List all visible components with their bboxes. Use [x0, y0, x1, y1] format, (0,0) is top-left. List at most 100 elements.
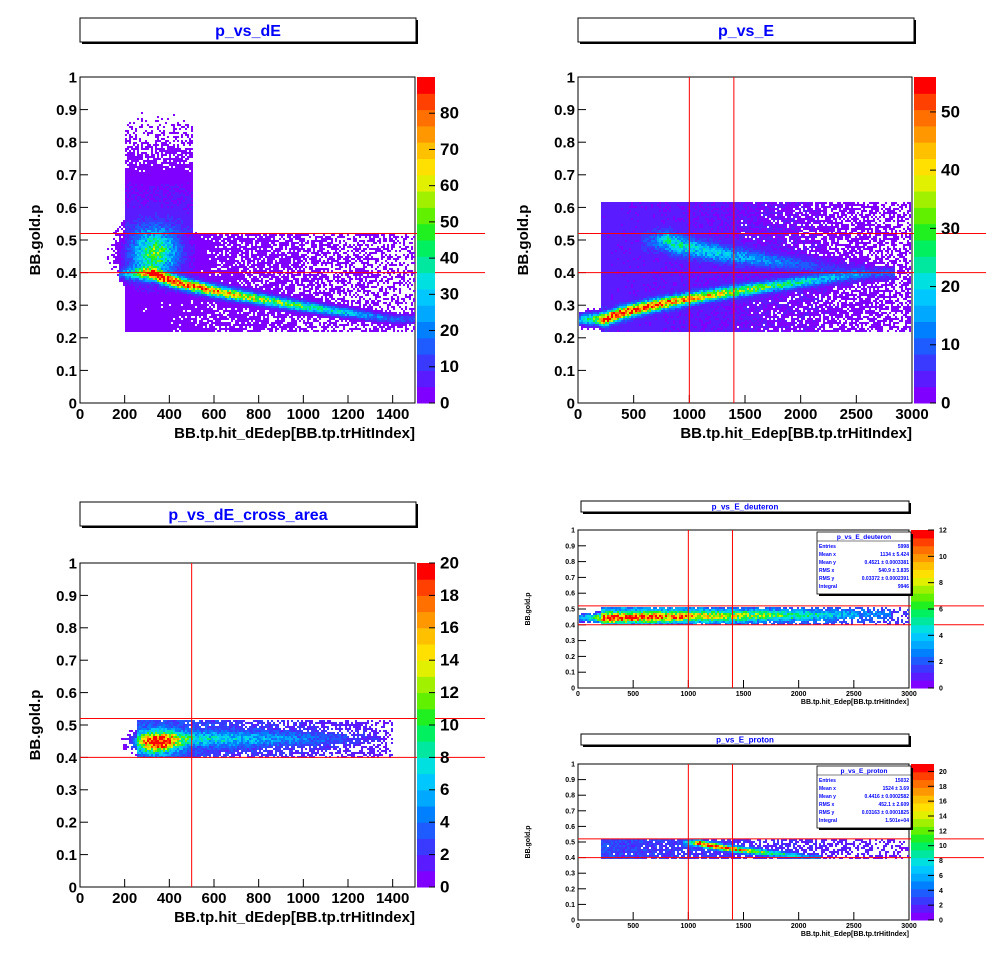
heatmap-cell	[185, 268, 187, 270]
heatmap-cell	[113, 250, 115, 252]
heatmap-cell	[181, 300, 183, 302]
heatmap-cell	[207, 244, 209, 246]
heatmap-cell	[143, 180, 145, 182]
heatmap-cell	[135, 206, 137, 208]
heatmap-cell	[175, 282, 177, 284]
heatmap-cell	[173, 208, 175, 210]
heatmap-cell	[157, 330, 159, 332]
heatmap-cell	[191, 126, 193, 128]
heatmap-cell	[125, 206, 127, 208]
heatmap-cell	[191, 176, 193, 178]
heatmap-cell	[197, 268, 199, 270]
heatmap-cell	[175, 162, 177, 164]
heatmap-cell	[137, 198, 139, 200]
heatmap-cell	[177, 300, 179, 302]
heatmap-cell	[203, 300, 205, 302]
heatmap-cell	[193, 260, 195, 262]
heatmap-cell	[211, 326, 213, 328]
heatmap-cell	[131, 204, 133, 206]
heatmap-cell	[175, 196, 177, 198]
heatmap-cell	[197, 296, 199, 298]
heatmap-cell	[149, 226, 151, 228]
heatmap-cell	[197, 330, 199, 332]
heatmap-cell	[149, 304, 151, 306]
heatmap-cell	[139, 296, 141, 298]
heatmap-cell	[193, 326, 195, 328]
heatmap-cell	[125, 162, 127, 164]
heatmap-cell	[187, 288, 189, 290]
heatmap-cell	[133, 154, 135, 156]
heatmap-cell	[157, 200, 159, 202]
heatmap-cell	[175, 186, 177, 188]
heatmap-cell	[167, 274, 169, 276]
heatmap-cell	[219, 238, 221, 240]
heatmap-cell	[183, 152, 185, 154]
heatmap-cell	[175, 176, 177, 178]
heatmap-cell	[151, 204, 153, 206]
heatmap-cell	[129, 150, 131, 152]
heatmap-cell	[155, 264, 157, 266]
heatmap-cell	[175, 168, 177, 170]
heatmap-cell	[165, 290, 167, 292]
heatmap-cell	[203, 268, 205, 270]
heatmap-cell	[147, 124, 149, 126]
heatmap-cell	[145, 284, 147, 286]
heatmap-cell	[169, 320, 171, 322]
heatmap-cell	[167, 306, 169, 308]
heatmap-cell	[175, 226, 177, 228]
heatmap-cell	[163, 214, 165, 216]
heatmap-cell	[131, 240, 133, 242]
heatmap-cell	[137, 268, 139, 270]
heatmap-cell	[133, 260, 135, 262]
heatmap-cell	[157, 116, 159, 118]
heatmap-cell	[165, 158, 167, 160]
heatmap-cell	[157, 240, 159, 242]
heatmap-cell	[165, 188, 167, 190]
heatmap-cell	[125, 134, 127, 136]
heatmap-cell	[185, 240, 187, 242]
heatmap-cell	[177, 216, 179, 218]
heatmap-cell	[185, 302, 187, 304]
heatmap-cell	[167, 210, 169, 212]
heatmap-cell	[143, 162, 145, 164]
heatmap-cell	[161, 304, 163, 306]
heatmap-cell	[155, 302, 157, 304]
heatmap-cell	[215, 288, 217, 290]
heatmap-cell	[171, 262, 173, 264]
heatmap-cell	[179, 216, 181, 218]
heatmap-cell	[159, 292, 161, 294]
heatmap-cell	[181, 150, 183, 152]
heatmap-cell	[147, 204, 149, 206]
heatmap-cell	[143, 168, 145, 170]
heatmap-cell	[127, 300, 129, 302]
heatmap-cell	[115, 258, 117, 260]
heatmap-cell	[161, 186, 163, 188]
heatmap-cell	[155, 150, 157, 152]
heatmap-cell	[183, 228, 185, 230]
heatmap-cell	[161, 164, 163, 166]
heatmap-cell	[177, 210, 179, 212]
heatmap-cell	[159, 318, 161, 320]
heatmap-cell	[129, 230, 131, 232]
heatmap-cell	[185, 322, 187, 324]
heatmap-cell	[127, 324, 129, 326]
heatmap-cell	[147, 196, 149, 198]
heatmap-cell	[163, 248, 165, 250]
heatmap-cell	[189, 284, 191, 286]
heatmap-cell	[155, 202, 157, 204]
heatmap-cell	[143, 298, 145, 300]
heatmap-cell	[173, 264, 175, 266]
heatmap-cell	[221, 314, 223, 316]
heatmap-cell	[201, 282, 203, 284]
heatmap-cell	[161, 326, 163, 328]
heatmap-cell	[187, 240, 189, 242]
heatmap-cell	[155, 326, 157, 328]
heatmap-cell	[187, 186, 189, 188]
heatmap-cell	[165, 174, 167, 176]
heatmap-cell	[147, 288, 149, 290]
heatmap-cell	[163, 184, 165, 186]
heatmap-cell	[147, 158, 149, 160]
heatmap-cell	[163, 178, 165, 180]
heatmap-cell	[189, 244, 191, 246]
heatmap-cell	[149, 290, 151, 292]
